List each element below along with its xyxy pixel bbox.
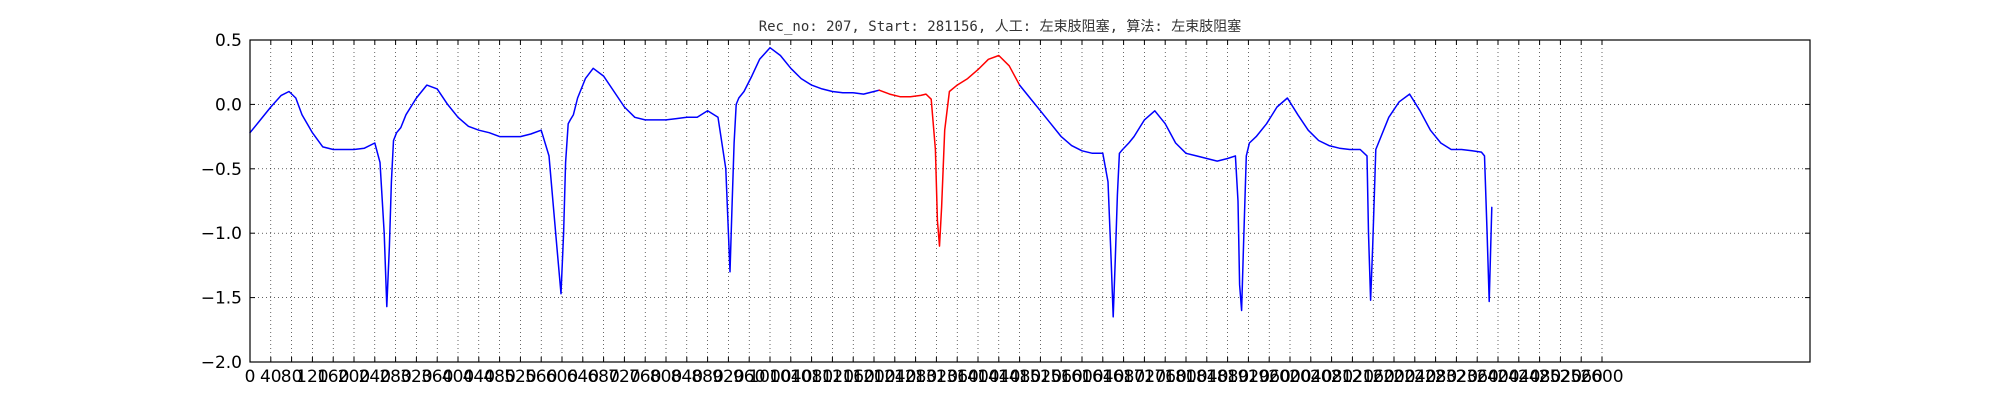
x-tick-label: 1520 <box>1019 367 1062 387</box>
grid-lines <box>249 39 1810 363</box>
x-tick-label: 2160 <box>1352 367 1395 387</box>
series-line-3 <box>1018 84 1493 318</box>
x-tick-label: 40 <box>260 367 282 387</box>
x-tick-label: 2240 <box>1393 367 1436 387</box>
x-tick-label: 2040 <box>1289 367 1332 387</box>
x-tick-label: 2560 <box>1560 367 1603 387</box>
x-tick-label: 1640 <box>1081 367 1124 387</box>
x-tick-label: 720 <box>608 367 640 387</box>
x-tick-label: 2320 <box>1435 367 1478 387</box>
x-tick-label: 200 <box>338 367 370 387</box>
x-tick-label: 360 <box>421 367 453 387</box>
x-tick-label: 2600 <box>1580 367 1623 387</box>
x-tick-label: 560 <box>525 367 557 387</box>
series-lines <box>249 46 1493 318</box>
x-tick-label: 1240 <box>873 367 916 387</box>
x-tick-label: 1120 <box>811 367 854 387</box>
x-tick-label: 1360 <box>936 367 979 387</box>
series-line-1 <box>249 46 880 308</box>
x-tick-label: 960 <box>733 367 765 387</box>
x-tick-label: 2200 <box>1372 367 1415 387</box>
x-tick-label: 1160 <box>832 367 875 387</box>
x-tick-label: 1960 <box>1248 367 1291 387</box>
chart-title: Rec_no: 207, Start: 281156, 人工: 左束肢阻塞, 算… <box>759 18 1242 35</box>
x-tick-label: 1080 <box>790 367 833 387</box>
series-line-2 <box>878 54 1021 247</box>
plot-frame <box>249 39 1811 363</box>
y-tick-label: −1.5 <box>201 289 242 309</box>
x-tick-label: 440 <box>463 367 495 387</box>
x-tick-label: 80 <box>281 367 303 387</box>
x-tick-label: 1600 <box>1060 367 1103 387</box>
x-tick-label: 320 <box>400 367 432 387</box>
x-tick-label: 2280 <box>1414 367 1457 387</box>
x-tick-label: 1040 <box>769 367 812 387</box>
x-tick-label: 240 <box>359 367 391 387</box>
x-tick-label: 2440 <box>1497 367 1540 387</box>
axis-ticks: 0 40 8012016020024028032036040044048052056… <box>201 31 1810 387</box>
x-tick-label: 760 <box>629 367 661 387</box>
x-tick-label: 1000 <box>748 367 791 387</box>
x-tick-label: 520 <box>504 367 536 387</box>
x-tick-label: 1320 <box>915 367 958 387</box>
y-tick-label: 0.0 <box>215 95 242 115</box>
x-tick-label: 2080 <box>1310 367 1353 387</box>
x-tick-label: 2120 <box>1331 367 1374 387</box>
x-tick-label: 1760 <box>1144 367 1187 387</box>
x-tick-label: 680 <box>587 367 619 387</box>
x-tick-label: 160 <box>317 367 349 387</box>
x-tick-label: 280 <box>379 367 411 387</box>
x-tick-label: 2520 <box>1539 367 1582 387</box>
x-tick-label: 480 <box>483 367 515 387</box>
x-tick-label: 2000 <box>1268 367 1311 387</box>
x-tick-label: 1440 <box>977 367 1020 387</box>
x-tick-label: 840 <box>671 367 703 387</box>
x-tick-label: 1560 <box>1040 367 1083 387</box>
y-tick-label: −2.0 <box>201 353 242 373</box>
x-tick-label: 2360 <box>1456 367 1499 387</box>
x-tick-label: 880 <box>691 367 723 387</box>
x-tick-label: 1480 <box>998 367 1041 387</box>
x-tick-label: 600 <box>546 367 578 387</box>
x-tick-label: 2480 <box>1518 367 1561 387</box>
x-tick-label: 1400 <box>956 367 999 387</box>
y-tick-label: 0.5 <box>215 31 242 51</box>
x-tick-label: 1680 <box>1102 367 1145 387</box>
x-tick-label: 640 <box>567 367 599 387</box>
x-tick-label: 1920 <box>1227 367 1270 387</box>
x-tick-label: 1800 <box>1164 367 1207 387</box>
x-tick-label: 800 <box>650 367 682 387</box>
x-tick-label: 920 <box>712 367 744 387</box>
y-tick-label: −1.0 <box>201 224 242 244</box>
x-tick-label: 2400 <box>1476 367 1519 387</box>
x-tick-label: 0 <box>245 367 256 387</box>
x-tick-label: 1720 <box>1123 367 1166 387</box>
x-tick-label: 120 <box>296 367 328 387</box>
x-tick-label: 1840 <box>1185 367 1228 387</box>
x-tick-label: 1880 <box>1206 367 1249 387</box>
x-tick-label: 400 <box>442 367 474 387</box>
x-tick-label: 1280 <box>894 367 937 387</box>
y-tick-label: −0.5 <box>201 160 242 180</box>
x-tick-label: 1200 <box>852 367 895 387</box>
